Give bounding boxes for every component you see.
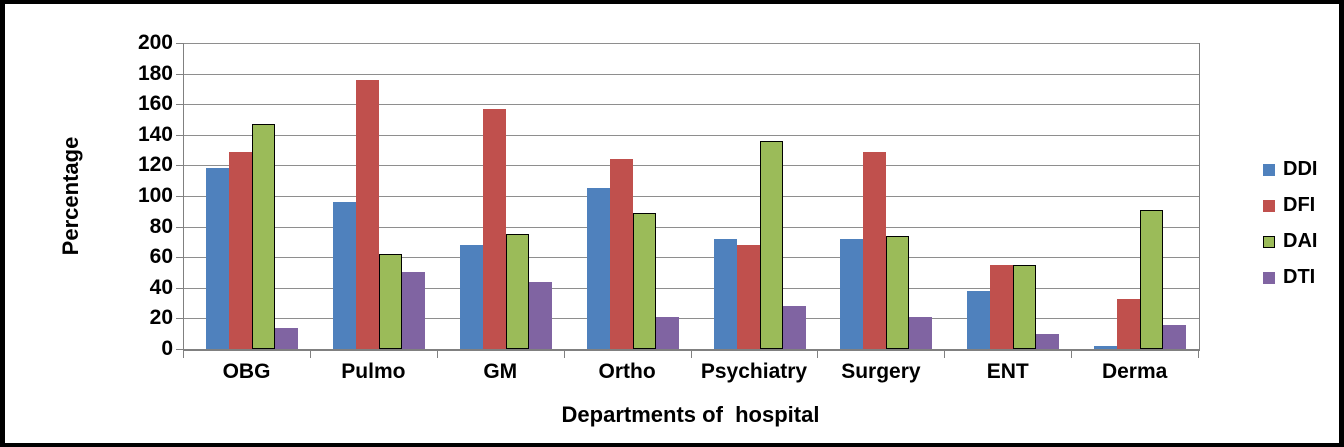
bar-dti-obg: [275, 328, 298, 349]
y-tick-mark: [176, 349, 183, 350]
gridline: [184, 165, 1199, 167]
x-tick-mark: [944, 351, 946, 358]
x-category-label-derma: Derma: [1101, 360, 1168, 383]
legend-item-ddi: DDI: [1263, 158, 1317, 181]
gridline: [184, 196, 1199, 197]
legend-label: DDI: [1283, 158, 1318, 180]
x-tick-mark: [563, 351, 565, 358]
bar-ddi-derma: [1094, 346, 1118, 349]
legend-swatch-dti: [1263, 271, 1275, 284]
bar-ddi-ortho: [586, 188, 610, 349]
y-tick-label: 0: [161, 337, 173, 360]
bar-dai-gm: [505, 234, 529, 349]
y-tick-mark: [176, 287, 183, 289]
bar-dti-psychiatry: [782, 306, 806, 349]
bar-dai-psychiatry: [759, 141, 783, 349]
x-tick-mark: [1198, 351, 1199, 358]
x-tick-mark: [309, 351, 311, 358]
y-tick-label: 40: [149, 275, 173, 299]
gridline: [184, 257, 1199, 259]
x-tick-mark: [690, 351, 692, 358]
y-tick-label: 60: [149, 245, 173, 269]
bar-dti-gm: [528, 282, 552, 349]
legend-item-dfi: DFI: [1263, 194, 1317, 217]
y-tick-mark: [176, 165, 183, 167]
bar-dfi-ent: [990, 265, 1014, 349]
plot-area: [183, 43, 1200, 351]
y-tick-mark: [176, 104, 183, 106]
x-axis-title: Departments of hospital: [561, 402, 820, 427]
y-tick-mark: [176, 134, 183, 136]
bar-dai-derma: [1140, 210, 1164, 349]
legend-swatch-ddi: [1263, 163, 1275, 176]
bar-dti-ent: [1036, 334, 1060, 349]
y-tick-label: 120: [137, 153, 173, 177]
gridline: [184, 318, 1199, 320]
y-tick-mark: [176, 226, 183, 228]
y-tick-label: 160: [137, 92, 173, 116]
gridline: [184, 287, 1199, 289]
y-tick-mark: [176, 196, 183, 197]
y-tick-label: 100: [137, 184, 173, 207]
x-category-label-ent: ENT: [986, 360, 1029, 383]
y-tick-label: 180: [137, 61, 173, 85]
bar-dti-pulmo: [401, 272, 425, 349]
legend-swatch-dai: [1263, 235, 1275, 248]
y-tick-label: 200: [137, 31, 173, 54]
legend: DDI DFI DAI DTI: [1263, 158, 1317, 289]
y-tick-mark: [176, 43, 183, 44]
bar-ddi-psychiatry: [713, 239, 737, 349]
bar-ddi-surgery: [840, 239, 864, 349]
bar-dti-ortho: [655, 317, 679, 349]
legend-label: DAI: [1283, 230, 1318, 252]
bar-dai-obg: [252, 124, 275, 349]
bar-dfi-derma: [1117, 299, 1141, 349]
legend-label: DTI: [1283, 266, 1316, 288]
x-category-label-ortho: Ortho: [598, 360, 656, 383]
bar-ddi-ent: [967, 291, 991, 349]
y-tick-mark: [176, 318, 183, 320]
x-category-label-surgery: Surgery: [841, 360, 921, 383]
gridline: [184, 134, 1199, 136]
legend-swatch-dfi: [1263, 199, 1275, 212]
bar-dai-surgery: [886, 236, 910, 349]
y-tick-mark: [176, 257, 183, 259]
y-tick-label: 80: [149, 214, 173, 238]
x-tick-mark: [436, 351, 438, 358]
bar-dfi-psychiatry: [736, 245, 760, 349]
gridline: [184, 226, 1199, 228]
legend-label: DFI: [1283, 194, 1316, 216]
x-category-label-obg: OBG: [222, 360, 271, 383]
bar-ddi-pulmo: [332, 202, 356, 349]
bar-dai-pulmo: [378, 254, 402, 349]
y-tick-label: 140: [137, 122, 173, 146]
bar-dti-surgery: [909, 317, 933, 349]
x-tick-mark: [1071, 351, 1073, 358]
x-category-label-gm: GM: [483, 360, 518, 383]
y-axis-title: Percentage: [58, 136, 83, 256]
bar-ddi-gm: [459, 245, 483, 349]
x-tick-mark: [817, 351, 819, 358]
gridline: [184, 104, 1199, 106]
x-tick-mark: [183, 351, 184, 358]
bar-dai-ent: [1013, 265, 1037, 349]
bar-dai-ortho: [632, 213, 656, 349]
gridline: [184, 73, 1199, 75]
legend-item-dti: DTI: [1263, 266, 1317, 289]
bar-dti-derma: [1163, 325, 1187, 349]
x-category-label-pulmo: Pulmo: [341, 360, 406, 383]
bar-ddi-obg: [206, 168, 229, 349]
y-tick-mark: [176, 73, 183, 75]
legend-item-dai: DAI: [1263, 230, 1317, 253]
bar-dfi-ortho: [609, 159, 633, 349]
bar-dfi-obg: [229, 152, 252, 349]
gridline: [184, 43, 1199, 44]
x-category-label-psychiatry: Psychiatry: [700, 360, 808, 383]
bar-dfi-pulmo: [355, 80, 379, 349]
bar-dfi-surgery: [863, 152, 887, 349]
bar-dfi-gm: [482, 109, 506, 349]
y-tick-label: 20: [149, 306, 173, 330]
